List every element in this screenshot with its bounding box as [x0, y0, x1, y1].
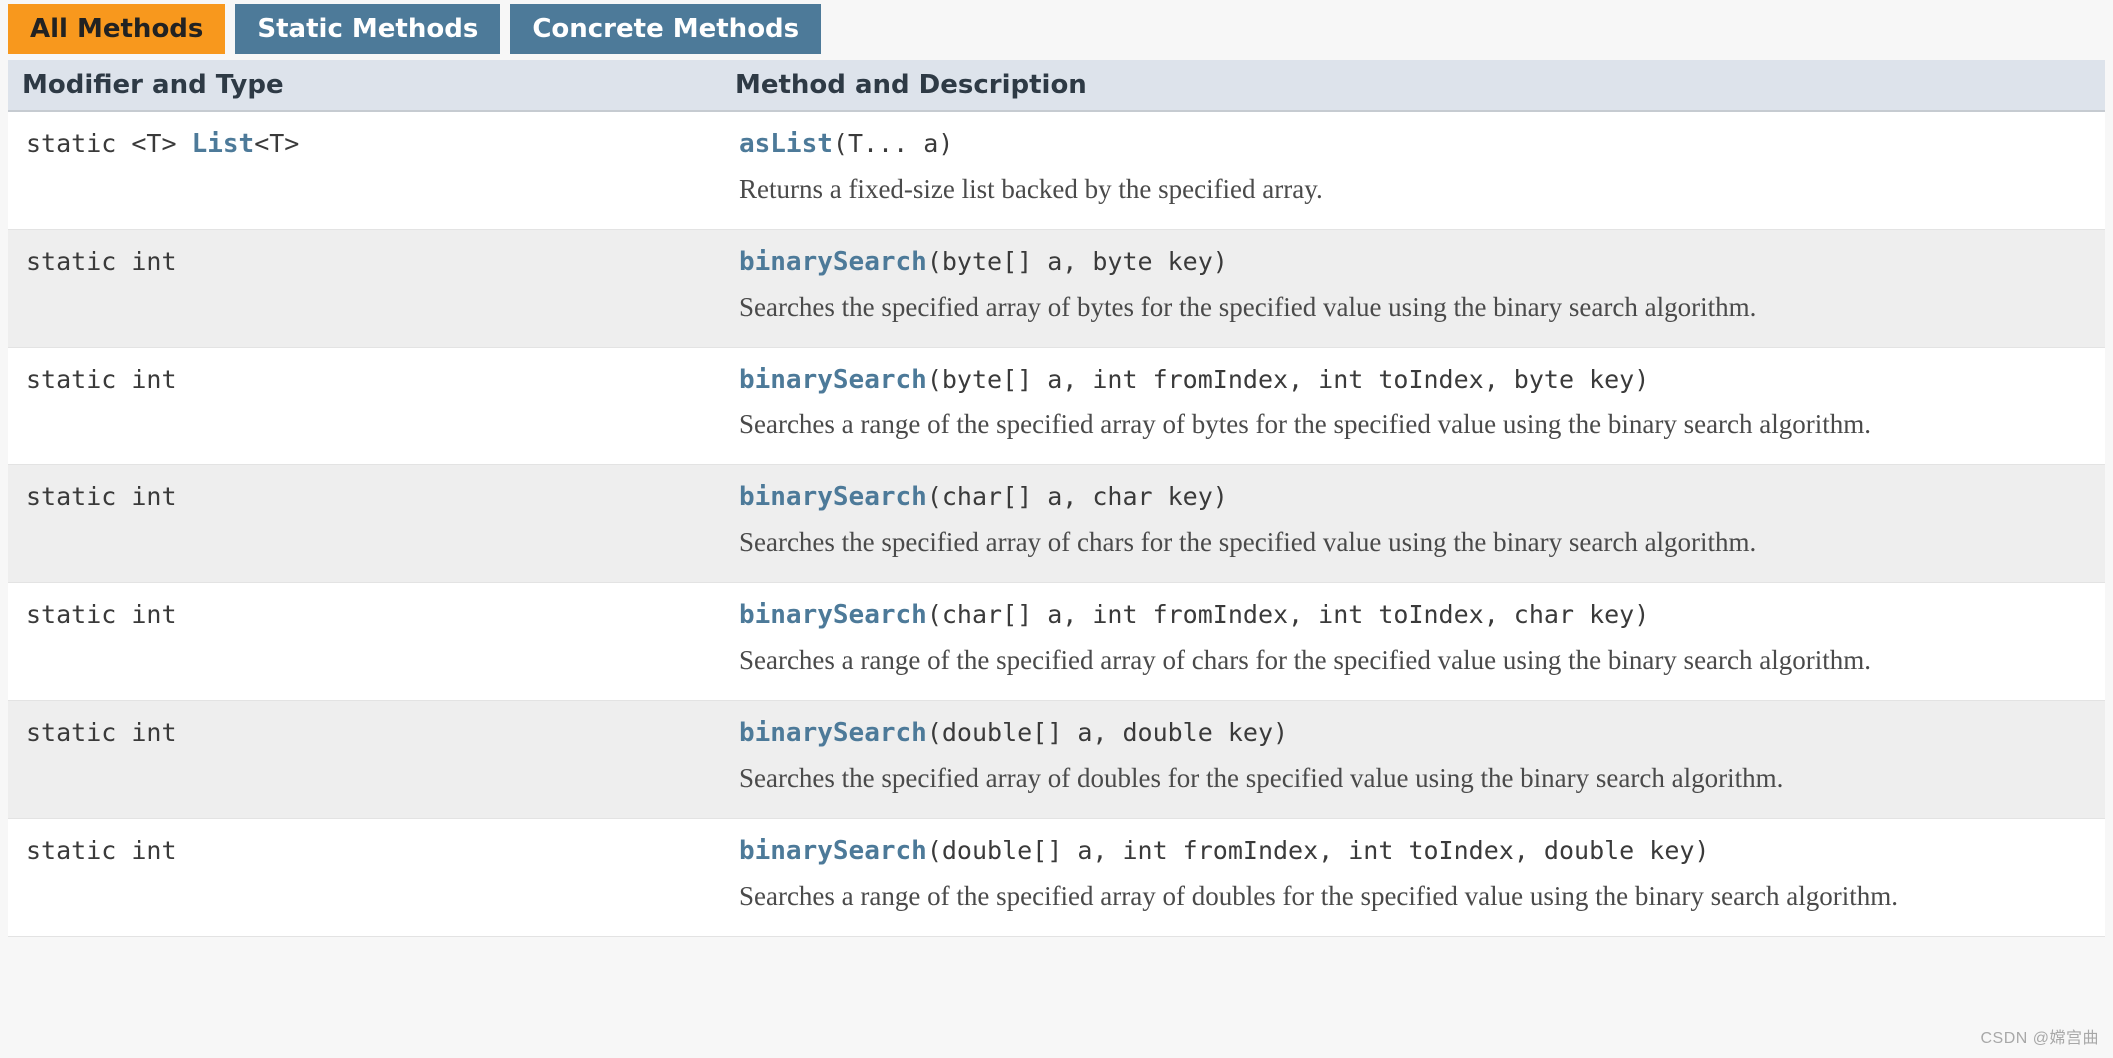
method-signature: binarySearch(char[] a, char key) [739, 479, 2091, 517]
method-params: (T... a) [833, 129, 953, 158]
modifier-cell: static <T> List<T> [8, 111, 721, 229]
method-signature: binarySearch(double[] a, int fromIndex, … [739, 833, 2091, 871]
method-table-body: static <T> List<T> asList(T... a) Returns … [8, 111, 2105, 936]
method-signature: asList(T... a) [739, 126, 2091, 164]
modifier-prefix: static int [26, 365, 177, 394]
method-description: Searches the specified array of chars fo… [739, 523, 2091, 562]
method-summary-table: Modifier and Type Method and Description… [8, 60, 2105, 937]
method-params: (double[] a, double key) [927, 718, 1288, 747]
method-signature: binarySearch(char[] a, int fromIndex, in… [739, 597, 2091, 635]
method-params: (byte[] a, int fromIndex, int toIndex, b… [927, 365, 1649, 394]
method-name-link[interactable]: binarySearch [739, 600, 927, 630]
modifier-cell: static int [8, 583, 721, 701]
table-row: static int binarySearch(byte[] a, byte ke… [8, 229, 2105, 347]
javadoc-method-summary: All MethodsStatic MethodsConcrete Method… [0, 0, 2113, 941]
table-row: static int binarySearch(byte[] a, int fro… [8, 347, 2105, 465]
method-description: Searches a range of the specified array … [739, 641, 2091, 680]
col-header-modifier: Modifier and Type [8, 60, 721, 111]
method-signature: binarySearch(double[] a, double key) [739, 715, 2091, 753]
table-row: static <T> List<T> asList(T... a) Returns … [8, 111, 2105, 229]
description-cell: asList(T... a) Returns a fixed-size list … [721, 111, 2105, 229]
modifier-cell: static int [8, 818, 721, 936]
method-description: Returns a fixed-size list backed by the … [739, 170, 2091, 209]
modifier-prefix: static int [26, 836, 177, 865]
method-params: (char[] a, char key) [927, 482, 1228, 511]
method-filter-tabs: All MethodsStatic MethodsConcrete Method… [8, 4, 2105, 54]
tab-concrete-methods[interactable]: Concrete Methods [510, 4, 821, 54]
description-cell: binarySearch(double[] a, double key) Sear… [721, 701, 2105, 819]
tab-static-methods[interactable]: Static Methods [235, 4, 500, 54]
watermark-text: CSDN @嫦宫曲 [1980, 1024, 2099, 1048]
description-cell: binarySearch(char[] a, int fromIndex, in… [721, 583, 2105, 701]
table-row: static int binarySearch(double[] a, doubl… [8, 701, 2105, 819]
tab-all-methods[interactable]: All Methods [8, 4, 225, 54]
description-cell: binarySearch(double[] a, int fromIndex, … [721, 818, 2105, 936]
method-params: (char[] a, int fromIndex, int toIndex, c… [927, 600, 1649, 629]
col-header-description: Method and Description [721, 60, 2105, 111]
method-description: Searches a range of the specified array … [739, 877, 2091, 916]
table-row: static int binarySearch(char[] a, char ke… [8, 465, 2105, 583]
method-signature: binarySearch(byte[] a, int fromIndex, in… [739, 362, 2091, 400]
method-description: Searches the specified array of bytes fo… [739, 288, 2091, 327]
description-cell: binarySearch(byte[] a, int fromIndex, in… [721, 347, 2105, 465]
method-signature: binarySearch(byte[] a, byte key) [739, 244, 2091, 282]
modifier-cell: static int [8, 347, 721, 465]
method-name-link[interactable]: asList [739, 129, 833, 159]
modifier-prefix: static int [26, 482, 177, 511]
description-cell: binarySearch(byte[] a, byte key) Searches… [721, 229, 2105, 347]
method-name-link[interactable]: binarySearch [739, 365, 927, 395]
table-row: static int binarySearch(char[] a, int fro… [8, 583, 2105, 701]
description-cell: binarySearch(char[] a, char key) Searches… [721, 465, 2105, 583]
modifier-prefix: static <T> [26, 129, 192, 158]
table-header-row: Modifier and Type Method and Description [8, 60, 2105, 111]
method-description: Searches a range of the specified array … [739, 405, 2091, 444]
method-params: (double[] a, int fromIndex, int toIndex,… [927, 836, 1710, 865]
modifier-prefix: static int [26, 600, 177, 629]
modifier-cell: static int [8, 701, 721, 819]
type-link[interactable]: List [192, 129, 255, 159]
method-params: (byte[] a, byte key) [927, 247, 1228, 276]
method-name-link[interactable]: binarySearch [739, 718, 927, 748]
modifier-prefix: static int [26, 718, 177, 747]
method-name-link[interactable]: binarySearch [739, 836, 927, 866]
method-name-link[interactable]: binarySearch [739, 247, 927, 277]
modifier-cell: static int [8, 465, 721, 583]
modifier-cell: static int [8, 229, 721, 347]
modifier-suffix: <T> [254, 129, 299, 158]
table-row: static int binarySearch(double[] a, int f… [8, 818, 2105, 936]
method-name-link[interactable]: binarySearch [739, 482, 927, 512]
method-description: Searches the specified array of doubles … [739, 759, 2091, 798]
modifier-prefix: static int [26, 247, 177, 276]
